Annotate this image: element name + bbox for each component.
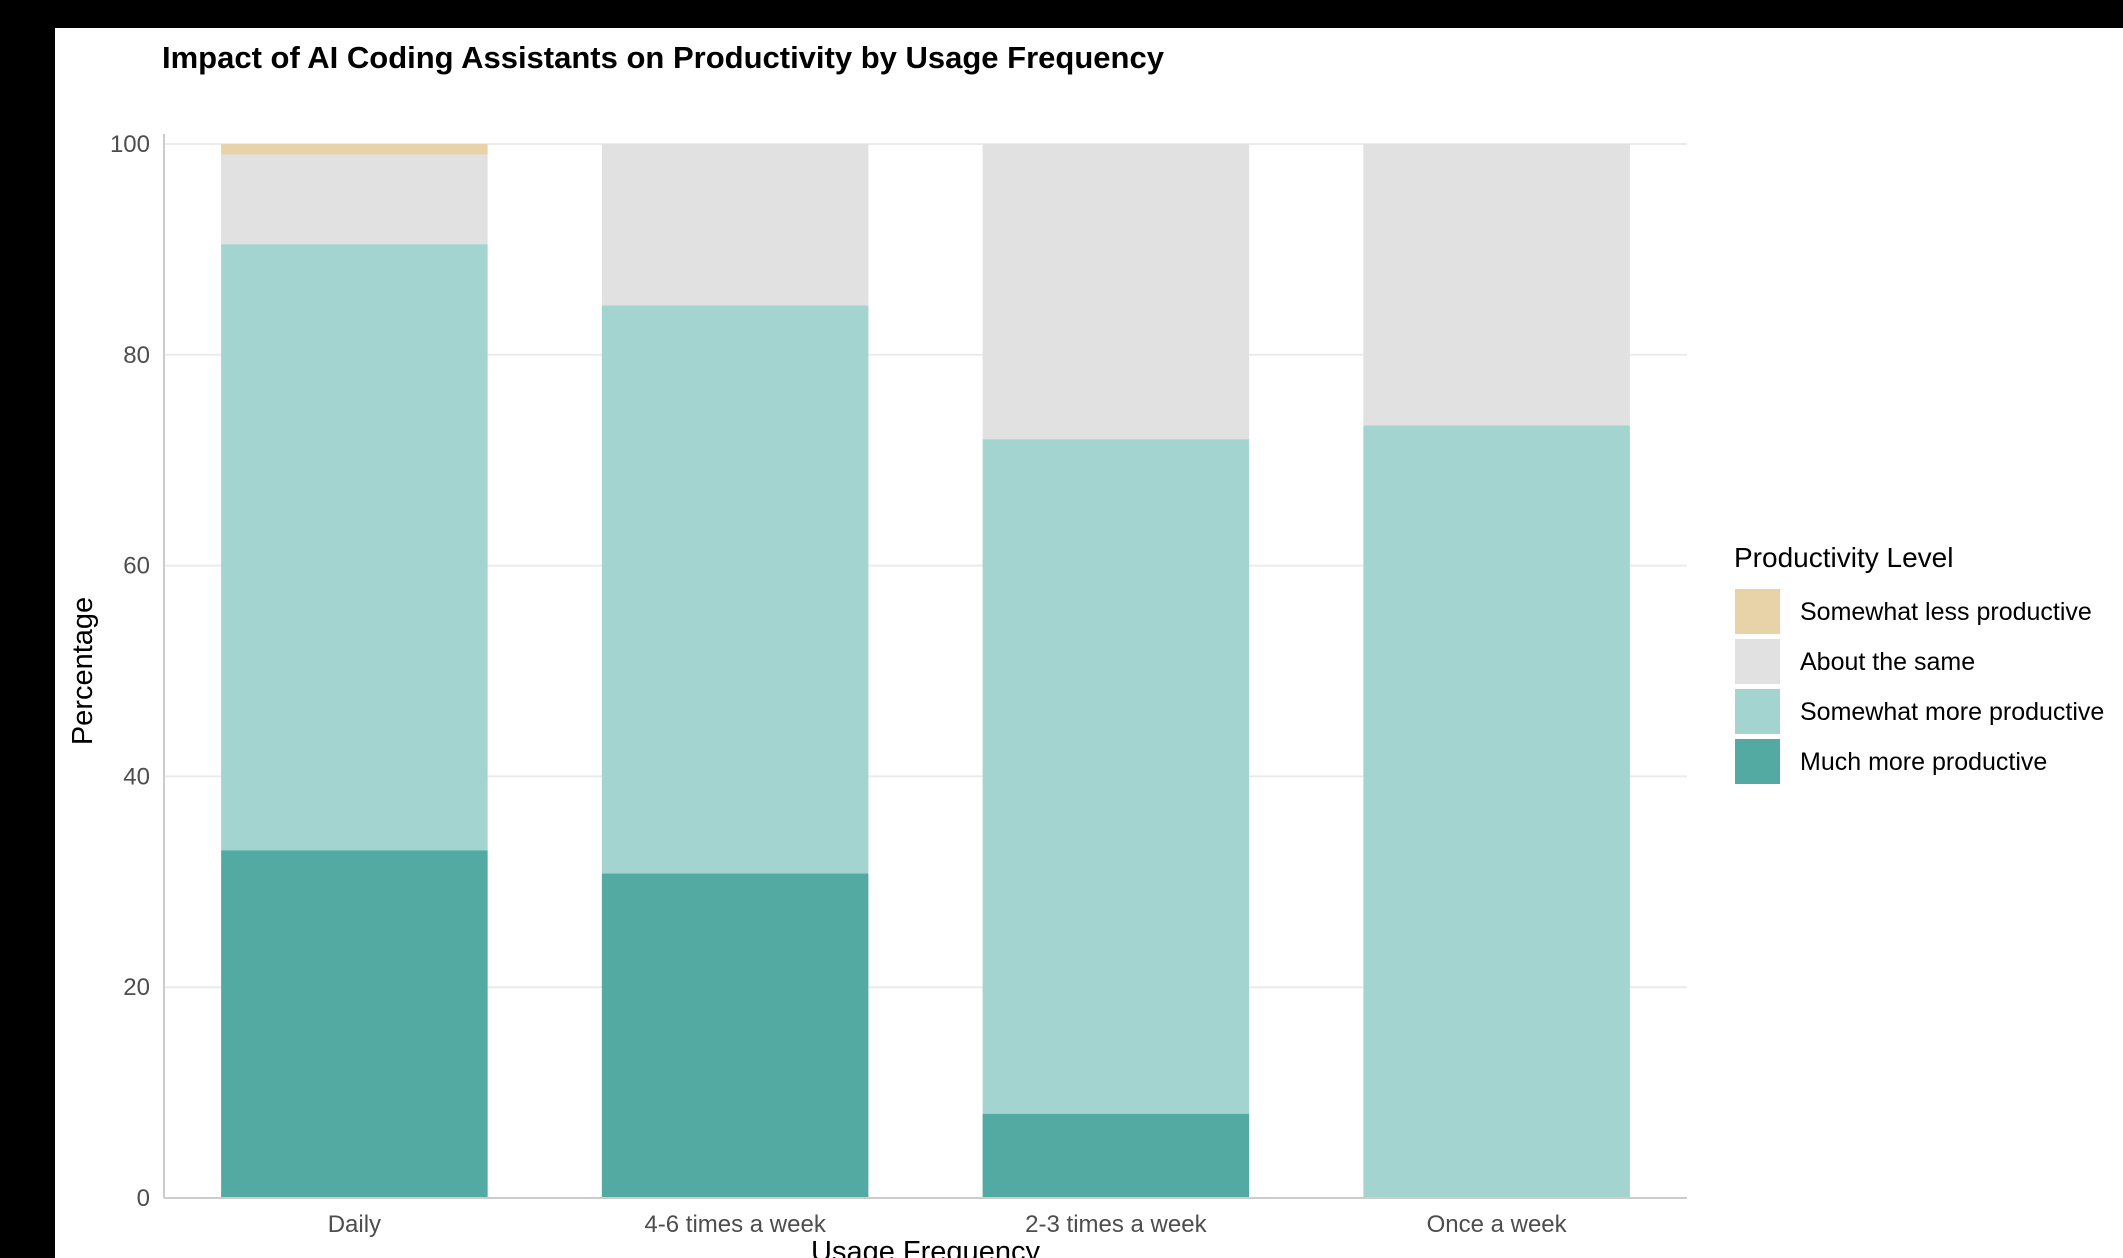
legend-swatch-somewhat-less-productive bbox=[1735, 589, 1780, 634]
stacked-bar-chart: Impact of AI Coding Assistants on Produc… bbox=[67, 40, 2104, 1258]
legend-swatch-about-the-same bbox=[1735, 639, 1780, 684]
legend: Productivity Level Somewhat less product… bbox=[1734, 542, 2104, 784]
y-tick-label: 80 bbox=[123, 342, 150, 369]
bar-daily-somewhat-less-productive bbox=[221, 144, 488, 155]
x-tick-label: Once a week bbox=[1427, 1211, 1568, 1238]
y-tick-labels: 0 20 40 60 80 100 bbox=[110, 131, 150, 1212]
bar-daily-about-the-same bbox=[221, 154, 488, 245]
y-tick-label: 20 bbox=[123, 974, 150, 1001]
legend-swatch-much-more-productive bbox=[1735, 739, 1780, 784]
bars bbox=[221, 144, 1630, 1199]
y-axis-label: Percentage bbox=[67, 597, 99, 745]
legend-label-much-more-productive: Much more productive bbox=[1800, 748, 2047, 776]
x-tick-label: 2-3 times a week bbox=[1025, 1211, 1207, 1238]
bar-4-6-times-a-week-somewhat-more-productive bbox=[601, 305, 869, 874]
y-tick-label: 100 bbox=[110, 131, 150, 158]
bar-daily-much-more-productive bbox=[221, 850, 488, 1198]
bar-once-a-week-somewhat-more-productive bbox=[1363, 425, 1630, 1199]
y-tick-label: 0 bbox=[137, 1185, 150, 1212]
legend-title: Productivity Level bbox=[1734, 542, 1953, 573]
bar-once-a-week-about-the-same bbox=[1363, 144, 1630, 426]
bar-daily-somewhat-more-productive bbox=[221, 244, 488, 851]
y-tick-label: 60 bbox=[123, 553, 150, 580]
bar-2-3-times-a-week-much-more-productive bbox=[982, 1113, 1250, 1198]
bar-4-6-times-a-week-about-the-same bbox=[601, 144, 869, 306]
bar-2-3-times-a-week-somewhat-more-productive bbox=[982, 439, 1250, 1114]
y-tick-label: 40 bbox=[123, 763, 150, 790]
bar-4-6-times-a-week-much-more-productive bbox=[601, 873, 869, 1198]
x-tick-labels: Daily 4-6 times a week 2-3 times a week Onc… bbox=[328, 1211, 1568, 1238]
x-axis-label: Usage Frequency bbox=[811, 1236, 1040, 1258]
chart-title: Impact of AI Coding Assistants on Produc… bbox=[162, 40, 1165, 75]
legend-label-somewhat-less-productive: Somewhat less productive bbox=[1800, 598, 2092, 626]
legend-swatch-somewhat-more-productive bbox=[1735, 689, 1780, 734]
x-tick-label: Daily bbox=[328, 1211, 381, 1238]
legend-label-somewhat-more-productive: Somewhat more productive bbox=[1800, 698, 2104, 726]
bar-2-3-times-a-week-about-the-same bbox=[982, 144, 1250, 440]
x-tick-label: 4-6 times a week bbox=[644, 1211, 826, 1238]
legend-label-about-the-same: About the same bbox=[1800, 648, 1975, 676]
chart-frame: Impact of AI Coding Assistants on Produc… bbox=[55, 28, 2123, 1258]
axes bbox=[163, 134, 1687, 1199]
